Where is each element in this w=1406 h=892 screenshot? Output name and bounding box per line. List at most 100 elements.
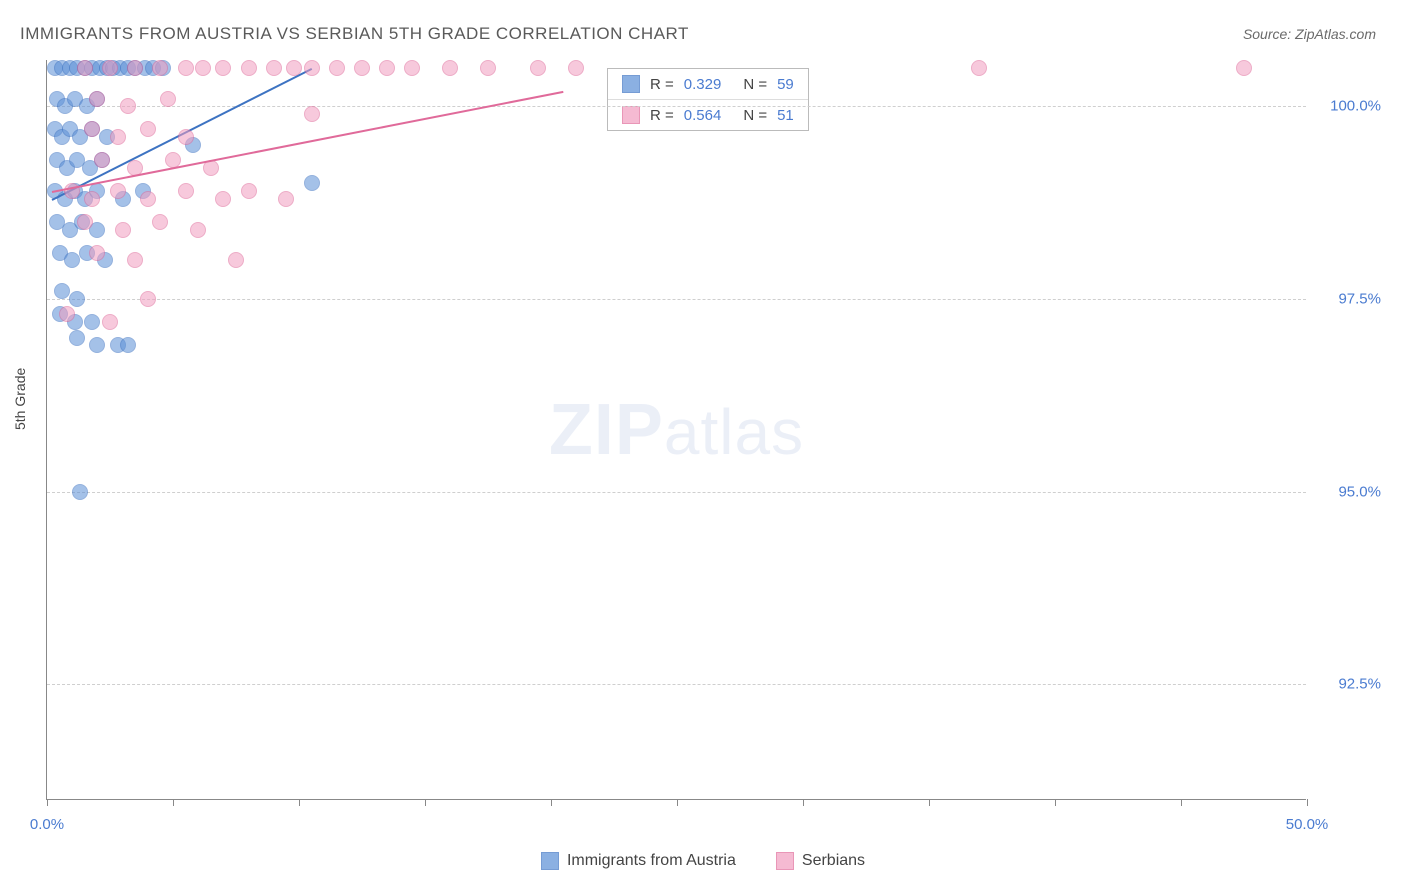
legend-swatch [776, 852, 794, 870]
scatter-point [266, 60, 282, 76]
watermark-bold: ZIP [549, 390, 664, 470]
gridline-horizontal [47, 492, 1306, 493]
legend-series-label: Immigrants from Austria [567, 852, 736, 870]
scatter-point [215, 60, 231, 76]
scatter-point [241, 60, 257, 76]
scatter-point [115, 222, 131, 238]
x-tick [173, 799, 174, 806]
scatter-point [1236, 60, 1252, 76]
legend-r-label: R = [650, 107, 674, 124]
scatter-point [102, 60, 118, 76]
scatter-point [304, 175, 320, 191]
scatter-point [64, 252, 80, 268]
scatter-point [278, 191, 294, 207]
x-tick [47, 799, 48, 806]
scatter-point [89, 91, 105, 107]
chart-title: IMMIGRANTS FROM AUSTRIA VS SERBIAN 5TH G… [20, 24, 689, 44]
scatter-point [304, 106, 320, 122]
legend-r-value: 0.564 [684, 107, 722, 124]
legend-r-value: 0.329 [684, 76, 722, 93]
scatter-point [120, 98, 136, 114]
y-tick-label: 92.5% [1316, 676, 1381, 693]
chart-plot-area: ZIPatlas R = 0.329N = 59R = 0.564N = 51 … [46, 60, 1306, 800]
x-tick-label: 0.0% [30, 816, 64, 833]
scatter-point [354, 60, 370, 76]
source-name: ZipAtlas.com [1295, 26, 1376, 42]
scatter-point [110, 129, 126, 145]
y-tick-label: 97.5% [1316, 290, 1381, 307]
legend-n-label: N = [743, 76, 767, 93]
scatter-point [160, 91, 176, 107]
legend-r-label: R = [650, 76, 674, 93]
x-tick [1181, 799, 1182, 806]
series-legend: Immigrants from Austria Serbians [0, 852, 1406, 870]
scatter-point [152, 60, 168, 76]
source-prefix: Source: [1243, 26, 1295, 42]
scatter-point [84, 314, 100, 330]
scatter-point [329, 60, 345, 76]
x-tick [1307, 799, 1308, 806]
x-tick [677, 799, 678, 806]
scatter-point [120, 337, 136, 353]
scatter-point [69, 330, 85, 346]
scatter-point [379, 60, 395, 76]
scatter-point [110, 183, 126, 199]
y-tick-label: 100.0% [1316, 98, 1381, 115]
scatter-point [442, 60, 458, 76]
scatter-point [215, 191, 231, 207]
scatter-point [94, 152, 110, 168]
scatter-point [190, 222, 206, 238]
scatter-point [530, 60, 546, 76]
scatter-point [84, 121, 100, 137]
legend-n-value: 51 [777, 107, 794, 124]
scatter-point [89, 245, 105, 261]
scatter-point [77, 60, 93, 76]
scatter-point [286, 60, 302, 76]
scatter-point [568, 60, 584, 76]
scatter-point [228, 252, 244, 268]
legend-n-value: 59 [777, 76, 794, 93]
scatter-point [102, 314, 118, 330]
scatter-point [127, 60, 143, 76]
scatter-point [77, 214, 93, 230]
scatter-point [178, 129, 194, 145]
scatter-point [241, 183, 257, 199]
y-tick-label: 95.0% [1316, 483, 1381, 500]
scatter-point [195, 60, 211, 76]
scatter-point [304, 60, 320, 76]
x-tick [1055, 799, 1056, 806]
scatter-point [404, 60, 420, 76]
legend-n-label: N = [743, 107, 767, 124]
scatter-point [59, 306, 75, 322]
legend-series-item: Immigrants from Austria [541, 852, 736, 870]
x-tick [803, 799, 804, 806]
legend-series-item: Serbians [776, 852, 865, 870]
legend-series-label: Serbians [802, 852, 865, 870]
legend-swatch [622, 106, 640, 124]
x-tick [929, 799, 930, 806]
legend-row: R = 0.564 N = 51 [608, 99, 808, 130]
y-axis-label: 5th Grade [12, 368, 28, 430]
legend-swatch [622, 75, 640, 93]
scatter-point [72, 484, 88, 500]
scatter-point [127, 252, 143, 268]
watermark-light: atlas [664, 396, 804, 468]
scatter-point [178, 183, 194, 199]
scatter-point [69, 291, 85, 307]
legend-row: R = 0.329 N = 59 [608, 69, 808, 99]
correlation-legend: R = 0.329 N = 59 R = 0.564 N = 51 [607, 68, 809, 131]
gridline-horizontal [47, 299, 1306, 300]
scatter-point [971, 60, 987, 76]
scatter-point [140, 291, 156, 307]
scatter-point [152, 214, 168, 230]
scatter-point [89, 337, 105, 353]
scatter-point [54, 283, 70, 299]
legend-swatch [541, 852, 559, 870]
watermark: ZIPatlas [549, 389, 804, 471]
x-tick-label: 50.0% [1286, 816, 1329, 833]
x-tick [425, 799, 426, 806]
scatter-point [178, 60, 194, 76]
gridline-horizontal [47, 684, 1306, 685]
scatter-point [84, 191, 100, 207]
x-tick [299, 799, 300, 806]
